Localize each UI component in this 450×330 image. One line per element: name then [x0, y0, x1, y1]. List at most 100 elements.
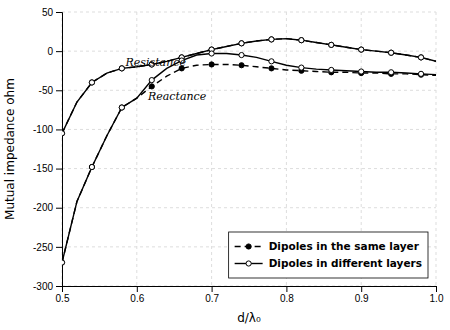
- marker: [389, 50, 394, 55]
- tick-mark: [436, 286, 437, 292]
- series: [62, 37, 436, 136]
- legend-item: Dipoles in the same layer: [235, 240, 420, 252]
- marker: [418, 55, 423, 60]
- series: [62, 37, 436, 136]
- tick-label: 1.0: [430, 293, 444, 304]
- grid-line: [436, 12, 437, 286]
- tick-label: 0: [47, 46, 53, 57]
- tick-label: -300: [33, 281, 53, 292]
- tick-label: -100: [33, 124, 53, 135]
- marker: [269, 59, 274, 64]
- legend: Dipoles in the same layer Dipoles in diff…: [229, 232, 428, 278]
- marker: [89, 164, 94, 169]
- tick: 50: [42, 7, 62, 18]
- marker: [89, 80, 94, 85]
- line: [62, 53, 436, 262]
- grid-line: [62, 12, 436, 13]
- tick-label: -200: [33, 202, 53, 213]
- tick: 0.5: [56, 286, 70, 304]
- legend-label: Dipoles in different layers: [269, 257, 422, 269]
- marker: [329, 67, 334, 72]
- marker: [119, 66, 124, 71]
- marker: [418, 72, 423, 77]
- annotation: Resistance: [125, 56, 187, 69]
- tick-mark: [56, 247, 62, 248]
- marker: [418, 55, 423, 60]
- marker: [149, 78, 154, 83]
- marker: [209, 62, 214, 67]
- marker: [239, 52, 244, 57]
- tick: 1.0: [430, 286, 444, 304]
- tick: 0.6: [130, 286, 144, 304]
- tick-label: 50: [42, 7, 54, 18]
- tick-label: 0.5: [56, 293, 70, 304]
- marker: [329, 42, 334, 47]
- grid-line: [62, 207, 436, 208]
- marker: [119, 105, 124, 110]
- marker: [89, 80, 94, 85]
- grid-line: [136, 12, 137, 286]
- x-axis: 0.5 0.6 0.7 0.8 0.9 1.0: [56, 286, 444, 304]
- tick-mark: [56, 51, 62, 52]
- x-axis-title: d/λ₀: [237, 311, 261, 325]
- marker: [299, 38, 304, 43]
- tick-mark: [56, 12, 62, 13]
- marker: [389, 70, 394, 75]
- marker: [239, 41, 244, 46]
- tick: -50: [39, 85, 62, 96]
- marker: [269, 37, 274, 42]
- tick: -250: [33, 242, 62, 253]
- marker: [299, 38, 304, 43]
- tick-label: -50: [39, 85, 54, 96]
- line: [62, 39, 436, 134]
- marker: [359, 47, 364, 52]
- grid-line: [62, 168, 436, 169]
- marker: [359, 47, 364, 52]
- grid-line: [62, 90, 436, 91]
- tick-label: -250: [33, 242, 53, 253]
- marker: [329, 42, 334, 47]
- marker: [209, 51, 214, 56]
- tick-mark: [56, 286, 62, 287]
- marker: [62, 260, 65, 265]
- tick: -150: [33, 163, 62, 174]
- y-axis: 50 0 -50 -100 -150 -200 -250 -300: [33, 7, 63, 292]
- tick: 0.8: [280, 286, 294, 304]
- axis-line: [63, 287, 437, 293]
- axis-line: [56, 13, 63, 287]
- marker: [418, 71, 423, 76]
- marker: [119, 105, 124, 110]
- marker: [62, 131, 65, 136]
- marker: [62, 131, 65, 136]
- grid: [62, 12, 436, 286]
- tick-mark: [56, 169, 62, 170]
- marker: [239, 63, 244, 68]
- marker: [62, 260, 65, 265]
- grid-line: [62, 129, 436, 130]
- y-axis-title: Mutual impedance ohm: [3, 78, 17, 220]
- tick: 0.7: [205, 286, 219, 304]
- legend-marker: [246, 244, 251, 249]
- tick: -300: [33, 281, 62, 292]
- tick-mark: [56, 90, 62, 91]
- marker: [89, 164, 94, 169]
- tick: -200: [33, 202, 62, 213]
- plot: 0.5 0.6 0.7 0.8 0.9 1.0 50 0 -50 -100 -150 -200 -250…: [33, 7, 444, 304]
- line: [62, 39, 436, 134]
- tick-label: 0.6: [130, 293, 144, 304]
- annotation: Reactance: [147, 90, 207, 103]
- tick-mark: [212, 286, 213, 292]
- tick-label: 0.9: [355, 293, 369, 304]
- legend-frame: [229, 232, 428, 278]
- tick-label: 0.7: [205, 293, 219, 304]
- marker: [269, 37, 274, 42]
- tick-mark: [361, 286, 362, 292]
- tick-mark: [137, 286, 138, 292]
- legend-marker: [246, 261, 251, 266]
- series-group: [62, 37, 436, 265]
- marker: [239, 41, 244, 46]
- marker: [149, 84, 154, 89]
- tick-label: -150: [33, 163, 53, 174]
- tick-label: 0.8: [280, 293, 294, 304]
- tick: 0: [47, 46, 62, 57]
